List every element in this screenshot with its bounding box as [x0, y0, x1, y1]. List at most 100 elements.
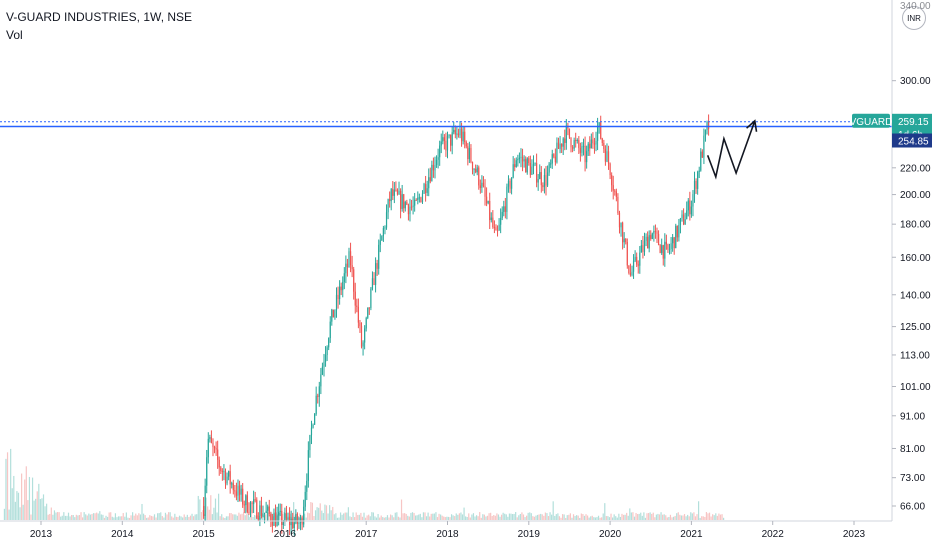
- volume-bar: [269, 515, 271, 520]
- volume-bar: [418, 514, 420, 520]
- volume-bar: [5, 458, 7, 520]
- volume-bar: [202, 510, 204, 520]
- price-tick-label: 73.00: [900, 473, 925, 484]
- time-axis[interactable]: 2013 2014 2015 2016 2017 2018 2019 2020 2021 2022…: [30, 521, 866, 540]
- candle-body: [292, 519, 294, 528]
- zigzag-arrow-path[interactable]: [706, 120, 756, 180]
- volume-bar: [241, 513, 243, 520]
- volume-bar: [119, 516, 121, 520]
- candle-body: [471, 162, 474, 170]
- candle-body: [481, 182, 483, 188]
- volume-bar: [491, 515, 493, 520]
- volume-bar: [285, 513, 287, 520]
- volume-bar: [155, 517, 157, 520]
- trend-drawing[interactable]: [706, 119, 758, 180]
- volume-bar: [579, 517, 581, 520]
- currency-badge[interactable]: INR: [902, 6, 926, 30]
- volume-bar: [596, 517, 598, 520]
- candle-body: [342, 281, 344, 291]
- volume-bar: [526, 515, 528, 520]
- price-tick-label: 300.00: [900, 76, 931, 87]
- volume-bar: [615, 516, 617, 520]
- price-axis[interactable]: 300.00260.00240.00220.00200.00180.00160.…: [892, 1, 931, 513]
- candle-body: [245, 495, 247, 506]
- volume-bar: [397, 516, 400, 520]
- candles: [203, 114, 710, 536]
- volume-bar: [504, 513, 506, 520]
- volume-bar: [619, 516, 622, 520]
- volume-bar: [11, 488, 13, 520]
- candle-body: [564, 138, 566, 143]
- volume-bar: [138, 513, 140, 520]
- candle-body: [357, 306, 359, 323]
- candle-body: [423, 184, 425, 194]
- candle-body: [625, 238, 627, 243]
- volume-bar: [302, 517, 304, 520]
- candle-body: [629, 273, 632, 276]
- candle-body: [210, 437, 213, 443]
- volume-bar: [708, 512, 711, 520]
- candle-body: [314, 413, 316, 425]
- candle-body: [257, 518, 259, 520]
- candle-body: [359, 322, 361, 327]
- candle-body: [707, 121, 710, 130]
- candle-body: [504, 206, 506, 212]
- volume-bar: [158, 513, 160, 520]
- candle-body: [343, 273, 345, 282]
- candle-body: [695, 180, 697, 189]
- volume-bar: [382, 517, 384, 520]
- volume-bar: [21, 473, 23, 520]
- volume-bar: [577, 515, 579, 520]
- volume-bar: [141, 503, 143, 520]
- volume-bar: [335, 513, 337, 520]
- candle-body: [453, 129, 455, 133]
- candle-body: [406, 202, 408, 205]
- candle-body: [507, 180, 510, 187]
- volume-bar: [574, 515, 576, 520]
- volume-bar: [624, 514, 626, 520]
- candle-body: [525, 159, 527, 173]
- candle-body: [378, 244, 380, 269]
- volume-bar: [235, 514, 237, 520]
- candle-body: [462, 131, 464, 142]
- candle-body: [395, 189, 397, 191]
- volume-bar: [436, 517, 439, 520]
- volume-bar: [94, 513, 96, 520]
- candle-body: [668, 248, 671, 250]
- candle-body: [637, 264, 639, 266]
- candle-body: [556, 142, 558, 163]
- volume-bar: [597, 515, 600, 520]
- volume-bar: [108, 512, 110, 520]
- candle-body: [373, 278, 375, 285]
- volume-bar: [61, 515, 63, 520]
- candle-body: [484, 186, 486, 197]
- volume-bar: [130, 515, 132, 520]
- volume-bar: [47, 514, 49, 520]
- volume-bar: [441, 515, 443, 520]
- volume-bar: [676, 513, 678, 520]
- volume-bar: [228, 513, 231, 520]
- candle-body: [456, 133, 458, 135]
- volume-bar: [216, 512, 218, 520]
- candle-body: [618, 212, 621, 228]
- volume-bar: [243, 512, 245, 520]
- volume-bar: [149, 515, 151, 520]
- volume-bar: [67, 512, 70, 520]
- volume-bar: [278, 512, 281, 520]
- volume-bar: [440, 514, 442, 520]
- volume-bar: [610, 513, 612, 520]
- candle-body: [335, 294, 338, 311]
- candle-body: [393, 189, 395, 196]
- candle-body: [439, 145, 441, 158]
- candle-body: [339, 286, 341, 300]
- candle-body: [460, 128, 463, 142]
- candle-body: [493, 226, 496, 228]
- volume-bar: [618, 513, 620, 520]
- volume-bar: [182, 517, 184, 520]
- volume-bar: [71, 514, 73, 520]
- volume-bar: [679, 514, 681, 520]
- candle-body: [326, 347, 328, 356]
- volume-bar: [468, 513, 470, 520]
